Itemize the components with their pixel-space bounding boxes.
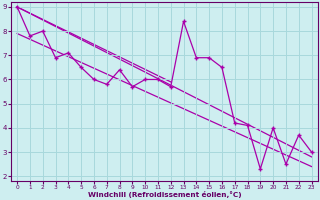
X-axis label: Windchill (Refroidissement éolien,°C): Windchill (Refroidissement éolien,°C) [88, 191, 241, 198]
